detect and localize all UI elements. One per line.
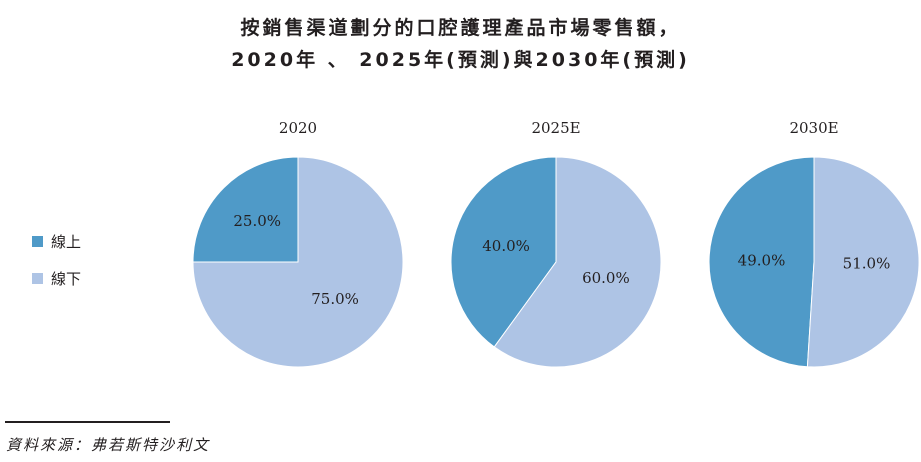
pie-label-2025E-線下: 60.0% xyxy=(582,269,630,287)
source-note: 資料來源：弗若斯特沙利文 xyxy=(6,436,211,454)
pie-label-2020-線下: 75.0% xyxy=(311,290,359,308)
legend-label-offline: 線下 xyxy=(51,269,82,288)
pie-slice-2030E-線下 xyxy=(806,156,920,368)
pie-slice-2025E-線下 xyxy=(493,156,662,368)
pie-title-2030E: 2030E xyxy=(789,119,838,137)
pie-title-2025E: 2025E xyxy=(531,119,580,137)
chart-title-line1: 按銷售渠道劃分的口腔護理產品市場零售額， xyxy=(240,17,681,39)
pie-slice-2020-線上 xyxy=(192,156,299,263)
pie-label-2030E-線上: 49.0% xyxy=(738,251,786,269)
pie-slice-2020-線下 xyxy=(192,156,404,368)
legend-item-offline: 線下 xyxy=(32,267,81,289)
pie-slice-2030E-線上 xyxy=(708,156,815,368)
chart-title-line2: 2020年 、 2025年(預測)與2030年(預測) xyxy=(231,49,690,71)
legend-item-online: 線上 xyxy=(32,230,81,252)
legend-label-online: 線上 xyxy=(51,232,82,251)
legend-swatch-offline xyxy=(32,272,43,284)
pie-label-2030E-線下: 51.0% xyxy=(843,255,891,273)
pie-slice-2025E-線上 xyxy=(450,156,557,348)
legend-swatch-online xyxy=(32,235,43,247)
pie-title-2020: 2020 xyxy=(279,119,317,137)
pie-label-2025E-線上: 40.0% xyxy=(482,237,530,255)
pie-label-2020-線上: 25.0% xyxy=(233,212,281,230)
source-divider xyxy=(5,421,170,423)
legend: 線上 線下 xyxy=(32,230,81,304)
